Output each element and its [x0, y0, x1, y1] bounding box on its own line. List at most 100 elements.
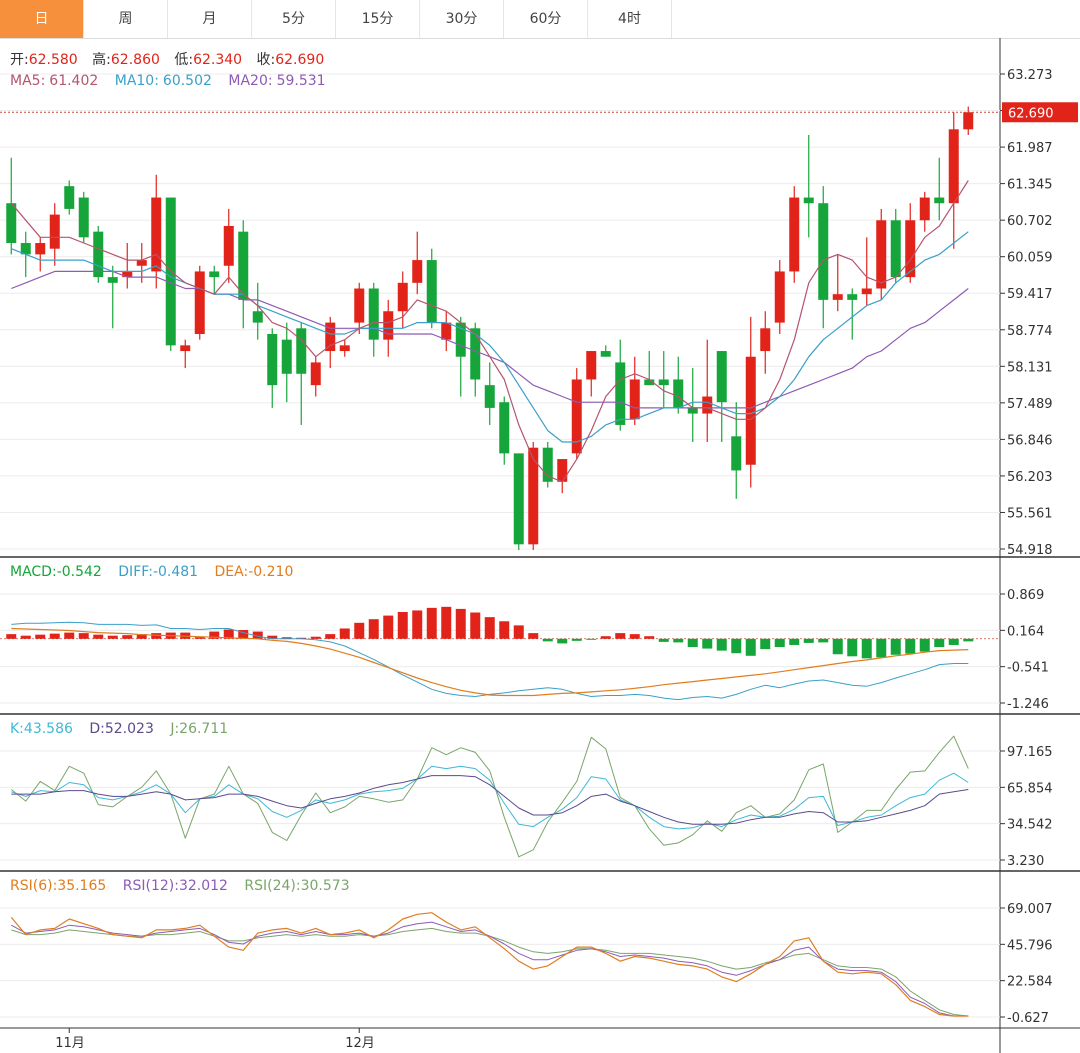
candle-body	[687, 407, 698, 414]
ma10-label: MA10:	[115, 73, 159, 89]
rsi12-value: 32.012	[179, 878, 228, 894]
candle-body	[122, 271, 133, 278]
candle-body	[441, 322, 452, 340]
candle-body	[513, 453, 524, 545]
macd-bar	[397, 611, 408, 639]
ma5-label: MA5:	[10, 73, 45, 89]
candle-body	[484, 385, 495, 408]
diff-label: DIFF:	[118, 564, 153, 580]
candle-body	[919, 197, 930, 221]
dea-value: -0.210	[248, 564, 293, 580]
macd-tick-label: 0.869	[1007, 588, 1044, 603]
kdj-tick-label: 65.854	[1007, 781, 1053, 796]
candle-body	[832, 294, 843, 300]
candle-body	[905, 220, 916, 278]
candle-body	[600, 351, 611, 357]
macd-bar	[209, 631, 220, 639]
stock-chart[interactable]: 63.27362.63061.98761.34560.70260.05959.4…	[0, 38, 1080, 1053]
last-price-tag-text: 62.690	[1008, 106, 1054, 121]
macd-bar	[571, 638, 582, 641]
rsi24-line	[11, 927, 969, 1017]
macd-value: -0.542	[57, 564, 102, 580]
candle-body	[397, 282, 408, 312]
macd-bar	[107, 635, 118, 639]
candle-body	[963, 112, 974, 130]
price-tick-label: 55.561	[1007, 506, 1053, 521]
tab-week[interactable]: 周	[84, 0, 168, 38]
candle-body	[731, 436, 742, 471]
tab-day[interactable]: 日	[0, 0, 84, 38]
macd-bar	[818, 638, 829, 643]
low-value: 62.340	[193, 52, 242, 68]
ma5-line	[10, 180, 969, 483]
candle-body	[745, 356, 756, 465]
macd-bar	[470, 612, 481, 639]
period-tab-bar: 日 周 月 5分 15分 30分 60分 4时	[0, 0, 1080, 39]
price-tick-label: 54.918	[1007, 543, 1053, 558]
candle-body	[383, 311, 394, 340]
candle-body	[238, 231, 249, 300]
rsi6-line	[10, 912, 969, 1017]
candle-body	[209, 271, 220, 278]
ma-legend: MA5: 61.402 MA10: 60.502 MA20: 59.531	[10, 73, 326, 89]
candle-body	[223, 225, 234, 266]
macd-bar	[368, 619, 379, 639]
macd-lines	[11, 621, 969, 701]
candle-body	[6, 203, 17, 244]
candle-body	[354, 288, 365, 323]
macd-bar	[542, 638, 553, 642]
price-legend: 开:62.580 高:62.860 低:62.340 收:62.690	[10, 51, 324, 68]
macd-bar	[238, 630, 249, 639]
tab-30min[interactable]: 30分	[420, 0, 504, 38]
candle-body	[107, 277, 118, 283]
tab-15min[interactable]: 15分	[336, 0, 420, 38]
price-tick-label: 59.417	[1007, 287, 1053, 302]
candle-body	[368, 288, 379, 340]
candle-body	[78, 197, 89, 238]
macd-bar	[890, 638, 901, 655]
open-value: 62.580	[29, 52, 78, 68]
d-label: D:	[89, 721, 105, 737]
candle-body	[93, 231, 104, 278]
kdj-lines	[10, 735, 969, 858]
j-value: 26.711	[179, 721, 228, 737]
macd-bar	[252, 631, 263, 639]
candle-body	[716, 351, 727, 403]
candle-body	[136, 260, 147, 266]
candle-body	[310, 362, 321, 386]
macd-bar	[64, 632, 75, 639]
macd-bar	[325, 634, 336, 639]
candle-body	[296, 328, 307, 374]
open-label: 开:	[10, 52, 29, 68]
candle-body	[861, 288, 872, 295]
macd-bar	[586, 638, 597, 640]
macd-bar	[919, 638, 930, 652]
moving-average-lines	[10, 180, 969, 483]
macd-legend: MACD:-0.542 DIFF:-0.481 DEA:-0.210	[10, 564, 293, 580]
candle-body	[557, 459, 568, 482]
macd-tick-label: 0.164	[1007, 624, 1044, 639]
candle-body	[658, 379, 669, 386]
tab-4hour[interactable]: 4时	[588, 0, 672, 38]
x-tick-label: 12月	[345, 1036, 375, 1051]
tab-60min[interactable]: 60分	[504, 0, 588, 38]
rsi6-value: 35.165	[57, 878, 106, 894]
candle-body	[194, 271, 205, 334]
candle-body	[49, 214, 60, 249]
ma10-line	[11, 231, 969, 443]
candle-body	[35, 243, 46, 255]
ma20-value: 59.531	[277, 73, 326, 89]
candle-body	[774, 271, 785, 323]
tab-5min[interactable]: 5分	[252, 0, 336, 38]
macd-bar	[136, 634, 147, 639]
high-value: 62.860	[111, 52, 160, 68]
macd-bar	[803, 638, 814, 643]
d-line	[11, 775, 969, 825]
macd-bar	[832, 638, 843, 655]
price-tick-label: 61.987	[1007, 141, 1053, 156]
candle-body	[818, 203, 829, 300]
candlesticks	[6, 106, 974, 551]
macd-bar	[310, 636, 321, 639]
macd-bar	[760, 638, 771, 650]
tab-month[interactable]: 月	[168, 0, 252, 38]
